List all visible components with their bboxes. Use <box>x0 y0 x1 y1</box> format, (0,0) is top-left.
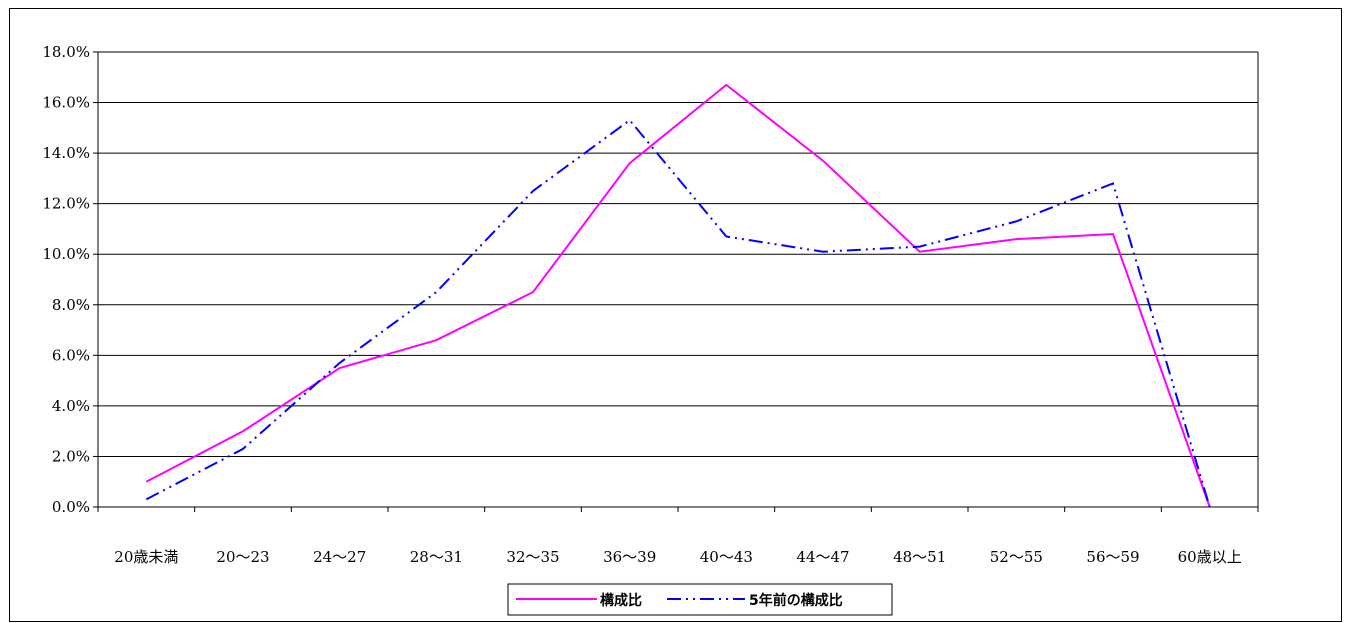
series-1-point <box>532 291 534 293</box>
y-tick-label: 0.0% <box>52 498 90 516</box>
legend-label-series-1: 構成比 <box>600 592 642 609</box>
series-line-2 <box>145 118 1211 508</box>
series-1-point <box>725 84 727 86</box>
series-1-point <box>1015 238 1017 240</box>
chart-frame <box>9 8 1342 622</box>
series-1-point <box>629 162 631 164</box>
series-1-point <box>242 430 244 432</box>
series-1-point <box>435 339 437 341</box>
series-2-point <box>435 291 437 293</box>
x-tick-label: 20～23 <box>216 548 269 566</box>
x-tick-label: 56～59 <box>1086 548 1139 566</box>
series-2-point <box>242 448 244 450</box>
axes <box>93 51 1259 512</box>
legend-label-series-2: 5年前の構成比 <box>749 592 843 609</box>
series-2-point <box>1015 220 1017 222</box>
y-tick-label: 18.0% <box>42 43 90 61</box>
series-2-point <box>822 251 824 253</box>
x-tick-label: 20歳未満 <box>114 548 178 566</box>
x-tick-labels: 20歳未満 20～23 24～27 28～31 32～35 36～39 40～43 44～47… <box>114 548 1241 566</box>
x-tick-label: 28～31 <box>410 548 463 566</box>
series-1-point <box>1112 233 1114 235</box>
y-tick-label: 14.0% <box>42 144 90 162</box>
x-tick-label: 48～51 <box>893 548 946 566</box>
x-tick-label: 24～27 <box>313 548 366 566</box>
series-2-point <box>629 119 631 121</box>
y-tick-label: 12.0% <box>42 195 90 213</box>
series-1-point <box>822 160 824 162</box>
series-2-point <box>1112 182 1114 184</box>
y-tick-label: 6.0% <box>52 346 90 364</box>
series-line-1 <box>145 83 1211 508</box>
x-tick-label: 36～39 <box>603 548 656 566</box>
x-tick-label: 32～35 <box>506 548 559 566</box>
series-1-point <box>919 251 921 253</box>
series-1-point <box>145 481 147 483</box>
series-1-point <box>339 367 341 369</box>
gridlines <box>98 51 1258 457</box>
y-tick-label: 16.0% <box>42 94 90 112</box>
x-tick-label: 52～55 <box>990 548 1043 566</box>
x-tick-label: 60歳以上 <box>1178 548 1242 566</box>
series-2-point <box>919 246 921 248</box>
y-tick-label: 2.0% <box>52 447 90 465</box>
series-2-point <box>725 236 727 238</box>
y-tick-labels: 0.0% 2.0% 4.0% 6.0% 8.0% 10.0% 12.0% 14.0% 16.0%… <box>42 43 90 516</box>
y-tick-label: 8.0% <box>52 296 90 314</box>
series-lines <box>145 83 1211 508</box>
y-tick-label: 4.0% <box>52 397 90 415</box>
series-2-point <box>532 190 534 192</box>
series-2-point <box>339 362 341 364</box>
y-tick-label: 10.0% <box>42 245 90 263</box>
series-2-point <box>145 498 147 500</box>
series-2-point <box>1209 506 1211 508</box>
x-tick-label: 44～47 <box>796 548 849 566</box>
x-tick-label: 40～43 <box>700 548 753 566</box>
legend: 構成比 5年前の構成比 <box>507 583 893 616</box>
